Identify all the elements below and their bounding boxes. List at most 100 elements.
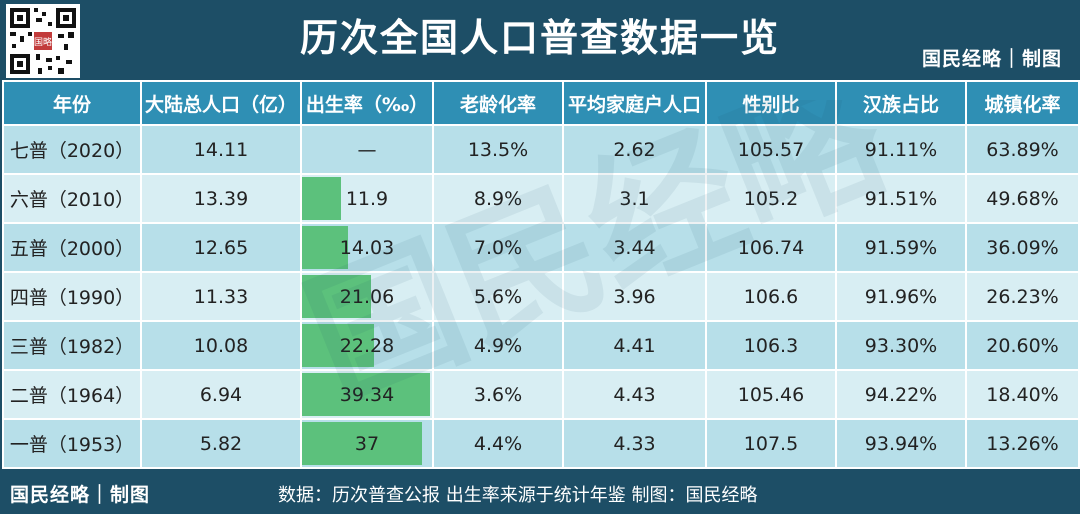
table-cell-household: 4.41 — [562, 320, 707, 371]
table-cell-household: 4.33 — [562, 418, 707, 469]
brand-label: 国民经略｜制图 — [921, 48, 1062, 70]
table-cell-population: 10.08 — [140, 320, 302, 371]
column-header: 老龄化率 — [432, 80, 564, 126]
birth-rate-bar — [302, 275, 371, 318]
table-row: 二普（1964） 6.94 39.34 3.6% 4.43 105.46 94.22% 18.… — [2, 369, 1080, 420]
table-cell-urban: 26.23% — [965, 271, 1080, 322]
cell-value: 93.30% — [864, 334, 938, 357]
cell-value: 4.33 — [613, 432, 656, 455]
cell-value: — — [357, 138, 377, 161]
cell-value: 12.65 — [193, 236, 249, 259]
table-cell-aging: 4.9% — [432, 320, 564, 371]
cell-value: 6.94 — [199, 383, 243, 406]
cell-value: 11.9 — [345, 187, 389, 210]
cell-value: 49.68% — [986, 187, 1059, 210]
table-cell-han: 93.94% — [835, 418, 967, 469]
table-row: 一普（1953） 5.82 37 4.4% 4.33 107.5 93.94% 13.26% — [2, 418, 1080, 469]
cell-value: 63.89% — [986, 138, 1059, 161]
cell-value: 14.11 — [193, 138, 249, 161]
cell-value: 5.82 — [199, 432, 243, 455]
column-header: 年份 — [2, 80, 142, 126]
table-cell-population: 14.11 — [140, 124, 302, 175]
cell-value: 10.08 — [193, 334, 249, 357]
cell-value: 91.96% — [864, 285, 938, 308]
cell-value: 2.62 — [613, 138, 656, 161]
table-header-row: 年份 大陆总人口（亿） 出生率（‰） 老龄化率 平均家庭户人口 性别比 汉族占比 城镇化率 — [2, 80, 1080, 126]
cell-value: 7.0% — [473, 236, 523, 259]
column-header: 平均家庭户人口 — [562, 80, 707, 126]
cell-value: 4.4% — [473, 432, 523, 455]
cell-value: 五普（2000） — [9, 238, 135, 260]
cell-value: 四普（1990） — [9, 287, 135, 309]
table-cell-sex-ratio: 105.57 — [705, 124, 837, 175]
table-row: 六普（2010） 13.39 11.9 8.9% 3.1 105.2 91.51% 49.68… — [2, 173, 1080, 224]
table-cell-aging: 7.0% — [432, 222, 564, 273]
column-header: 性别比 — [705, 80, 837, 126]
table-cell-urban: 49.68% — [965, 173, 1080, 224]
table-cell-population: 12.65 — [140, 222, 302, 273]
cell-value: 3.96 — [613, 285, 656, 308]
source-note: 数据：历次普查公报 出生率来源于统计年鉴 制图：国民经略 — [278, 485, 758, 506]
table-cell-year: 五普（2000） — [2, 222, 142, 273]
table-cell-population: 6.94 — [140, 369, 302, 420]
table-cell-birth-rate-label: 37 — [300, 418, 434, 469]
cell-value: 106.6 — [743, 285, 799, 308]
cell-value: 三普（1982） — [9, 336, 135, 358]
table-row: 五普（2000） 12.65 14.03 7.0% 3.44 106.74 91.59% 36… — [2, 222, 1080, 273]
table-cell-han: 93.30% — [835, 320, 967, 371]
table-cell-urban: 36.09% — [965, 222, 1080, 273]
cell-value: 106.3 — [743, 334, 799, 357]
cell-value: 二普（1964） — [9, 385, 135, 407]
table-cell-urban: 20.60% — [965, 320, 1080, 371]
table-cell-birth-rate-label: 39.34 — [300, 369, 434, 420]
birth-rate-bar — [302, 226, 348, 269]
table-cell-han: 91.51% — [835, 173, 967, 224]
table-cell-year: 二普（1964） — [2, 369, 142, 420]
svg-text:国略: 国略 — [34, 36, 52, 48]
table-cell-year: 三普（1982） — [2, 320, 142, 371]
table-cell-birth-rate-label: 22.28 — [300, 320, 434, 371]
cell-value: 107.5 — [743, 432, 799, 455]
cell-value: 105.2 — [743, 187, 799, 210]
table-cell-urban: 13.26% — [965, 418, 1080, 469]
cell-value: 105.46 — [737, 383, 805, 406]
cell-value: 106.74 — [737, 236, 805, 259]
cell-value: 4.41 — [613, 334, 656, 357]
table-cell-year: 一普（1953） — [2, 418, 142, 469]
cell-value: 91.59% — [864, 236, 938, 259]
header-bar: 国略 历次全国人口普查数据一览 国民经略｜制图 — [0, 0, 1080, 80]
cell-value: 22.28 — [339, 334, 395, 357]
cell-value: 36.09% — [986, 236, 1059, 259]
column-header: 出生率（‰） — [300, 80, 434, 126]
table-row: 三普（1982） 10.08 22.28 4.9% 4.41 106.3 93.30% 20.… — [2, 320, 1080, 371]
cell-value: 3.6% — [473, 383, 523, 406]
column-header: 城镇化率 — [965, 80, 1080, 126]
cell-value: 8.9% — [473, 187, 523, 210]
table-cell-year: 四普（1990） — [2, 271, 142, 322]
table-cell-han: 91.96% — [835, 271, 967, 322]
cell-value: 13.26% — [986, 432, 1059, 455]
cell-value: 37 — [354, 432, 380, 455]
cell-value: 11.33 — [193, 285, 249, 308]
table-cell-household: 3.1 — [562, 173, 707, 224]
table-cell-birth-rate-label: 21.06 — [300, 271, 434, 322]
table-cell-sex-ratio: 105.2 — [705, 173, 837, 224]
table-cell-sex-ratio: 106.3 — [705, 320, 837, 371]
cell-value: 26.23% — [986, 285, 1059, 308]
table-cell-han: 94.22% — [835, 369, 967, 420]
qr-code-icon[interactable]: 国略 — [6, 4, 80, 78]
birth-rate-bar — [302, 422, 422, 465]
page-title: 历次全国人口普查数据一览 — [299, 16, 780, 60]
table-cell-aging: 5.6% — [432, 271, 564, 322]
cell-value: 91.51% — [864, 187, 938, 210]
table-cell-birth-rate-label: 14.03 — [300, 222, 434, 273]
cell-value: 21.06 — [339, 285, 395, 308]
cell-value: 20.60% — [986, 334, 1059, 357]
column-header: 大陆总人口（亿） — [140, 80, 302, 126]
table-cell-aging: 4.4% — [432, 418, 564, 469]
cell-value: 六普（2010） — [9, 189, 135, 211]
table-cell-urban: 63.89% — [965, 124, 1080, 175]
table-cell-population: 11.33 — [140, 271, 302, 322]
table-row: 七普（2020） 14.11 — 13.5% 2.62 105.57 91.11% 63.89… — [2, 124, 1080, 175]
cell-value: 18.40% — [986, 383, 1059, 406]
